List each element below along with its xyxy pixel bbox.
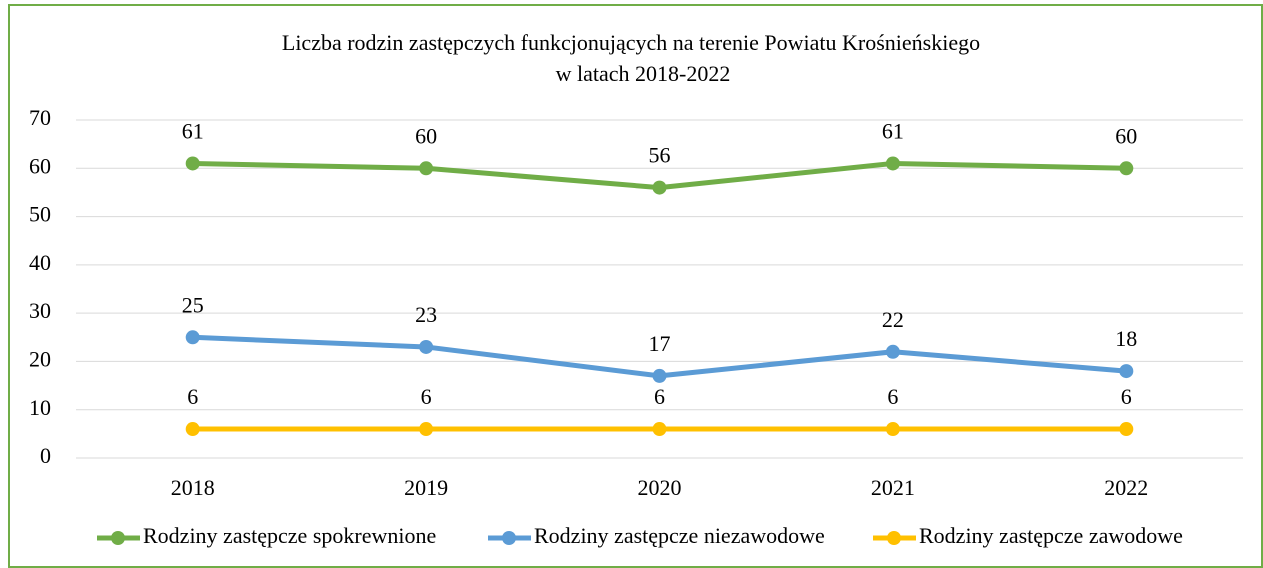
y-tick-label: 0 (40, 443, 51, 468)
data-label: 6 (187, 384, 198, 409)
point (885, 422, 900, 437)
x-tick-label: 2019 (404, 475, 448, 500)
data-label: 56 (649, 143, 671, 168)
data-label: 22 (882, 307, 904, 332)
point (419, 161, 434, 176)
data-label: 61 (182, 119, 204, 144)
chart-border (8, 4, 1263, 568)
data-label: 25 (182, 292, 204, 317)
data-label: 6 (654, 384, 665, 409)
point (419, 422, 434, 437)
x-tick-label: 2021 (871, 475, 915, 500)
data-label: 17 (649, 331, 671, 356)
point (652, 180, 667, 195)
point (419, 339, 434, 354)
legend-label: Rodziny zastępcze spokrewnione (143, 523, 436, 548)
data-label: 60 (415, 123, 437, 148)
point (185, 330, 200, 345)
point (185, 422, 200, 437)
data-label: 6 (887, 384, 898, 409)
point (885, 156, 900, 171)
x-tick-label: 2022 (1104, 475, 1148, 500)
y-tick-label: 20 (29, 346, 51, 371)
legend-label: Rodziny zastępcze niezawodowe (534, 523, 825, 548)
point (1119, 422, 1134, 437)
data-label: 6 (1121, 384, 1132, 409)
point (1119, 161, 1134, 176)
point (1119, 364, 1134, 379)
point (652, 422, 667, 437)
data-label: 18 (1115, 326, 1137, 351)
x-tick-label: 2020 (638, 475, 682, 500)
chart-title: Liczba rodzin zastępczych funkcjonującyc… (282, 30, 980, 55)
y-tick-label: 50 (29, 202, 51, 227)
legend-marker (502, 531, 516, 545)
point (185, 156, 200, 171)
y-tick-label: 60 (29, 153, 51, 178)
y-tick-label: 10 (29, 395, 51, 420)
y-tick-label: 70 (29, 105, 51, 130)
chart-subtitle: w latach 2018-2022 (556, 61, 731, 86)
data-label: 61 (882, 119, 904, 144)
data-label: 23 (415, 302, 437, 327)
y-tick-label: 40 (29, 250, 51, 275)
data-label: 60 (1115, 123, 1137, 148)
point (652, 368, 667, 383)
legend-label: Rodziny zastępcze zawodowe (919, 523, 1183, 548)
legend-marker (887, 531, 901, 545)
x-tick-label: 2018 (171, 475, 215, 500)
point (885, 344, 900, 359)
legend-marker (111, 531, 125, 545)
y-tick-label: 30 (29, 298, 51, 323)
data-label: 6 (421, 384, 432, 409)
